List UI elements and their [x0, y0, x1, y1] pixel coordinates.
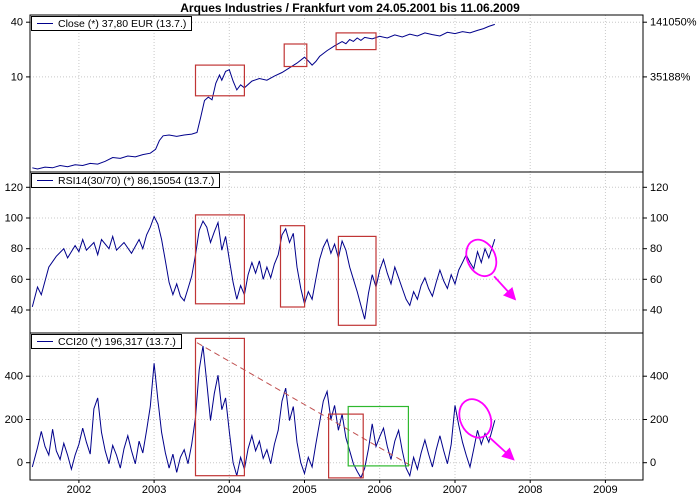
annotation-box [279, 225, 306, 308]
rsi-legend-label: RSI14(30/70) (*) 86,15054 (13.7.) [58, 174, 215, 187]
x-axis-label: 2009 [593, 484, 617, 496]
rsi14-series-line [31, 215, 496, 320]
y-axis-label: 40 [11, 17, 23, 29]
annotation-box [283, 43, 308, 68]
y-axis-label: 400 [5, 371, 23, 383]
annotation-circle [458, 398, 493, 439]
annotation-box [337, 235, 377, 326]
annotation-box [335, 32, 377, 51]
y-axis-label: 35188% [650, 71, 691, 83]
legend-line-swatch [37, 180, 53, 181]
y-axis-label: 40 [11, 305, 23, 317]
y-axis-label: 80 [11, 243, 23, 255]
annotation-box [328, 413, 364, 479]
annotation-box [194, 337, 246, 477]
panel-border [29, 332, 644, 481]
annotation-arrow [488, 436, 515, 461]
x-axis-label: 2007 [443, 484, 467, 496]
cci20-series-line [31, 345, 496, 479]
x-axis-label: 2006 [367, 484, 391, 496]
price-legend: Close (*) 37,80 EUR (13.7.) [31, 16, 193, 31]
cci-legend-label: CCI20 (*) 196,317 (13.7.) [58, 335, 176, 348]
y-axis-label: 100 [5, 213, 23, 225]
chart-title: Arques Industries / Frankfurt vom 24.05.… [180, 1, 520, 15]
y-axis-label: 80 [650, 243, 662, 255]
y-axis-label: 200 [650, 414, 668, 426]
y-axis-label: 200 [5, 414, 23, 426]
cci-legend: CCI20 (*) 196,317 (13.7.) [31, 334, 182, 349]
y-axis-label: 120 [5, 182, 23, 194]
y-axis-label: 141050% [650, 17, 697, 29]
y-axis-label: 400 [650, 371, 668, 383]
annotation-box [194, 214, 246, 305]
x-axis-label: 2002 [67, 484, 91, 496]
annotation-trendline [196, 342, 412, 467]
legend-line-swatch [37, 341, 53, 342]
legend-line-swatch [37, 23, 53, 24]
y-axis-label: 60 [11, 274, 23, 286]
annotation-box [194, 64, 246, 97]
y-axis-label: 40 [650, 305, 662, 317]
y-axis-label: 60 [650, 274, 662, 286]
y-axis-label: 0 [650, 457, 656, 469]
annotation-circle [465, 238, 498, 278]
y-axis-label: 0 [17, 457, 23, 469]
x-axis-label: 2003 [142, 484, 166, 496]
x-axis-label: 2004 [217, 484, 241, 496]
price-legend-label: Close (*) 37,80 EUR (13.7.) [58, 17, 187, 30]
rsi-legend: RSI14(30/70) (*) 86,15054 (13.7.) [31, 173, 221, 188]
annotation-arrow [493, 275, 517, 301]
close-series-line [32, 23, 495, 170]
annotation-box [347, 405, 410, 467]
y-axis-label: 120 [650, 182, 668, 194]
x-axis-label: 2008 [518, 484, 542, 496]
y-axis-label: 100 [650, 213, 668, 225]
x-axis-label: 2005 [292, 484, 316, 496]
y-axis-label: 10 [11, 71, 23, 83]
